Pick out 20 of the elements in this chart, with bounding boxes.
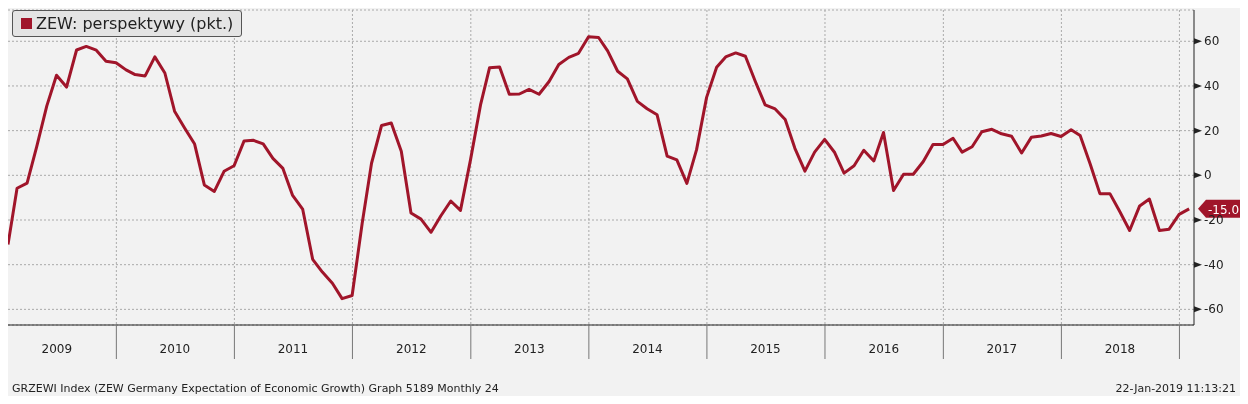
y-tick-label: 40 (1204, 78, 1220, 93)
y-tick-label: 60 (1204, 34, 1220, 49)
x-tick-label: 2015 (750, 342, 781, 356)
x-tick-label: 2016 (868, 342, 900, 356)
x-tick-label: 2018 (1104, 342, 1136, 356)
text: GRZEWI Index (ZEW Germany Expectation of Economic Growth) Graph 5189 Monthly 24 (12, 382, 499, 396)
legend-label: ZEW: perspektywy (pkt.) (36, 14, 234, 33)
x-tick-label: 2010 (159, 342, 191, 356)
y-tick-label: 20 (1204, 123, 1220, 138)
text: 22-Jan-2019 11:13:21 (1115, 382, 1236, 396)
x-tick-label: 2012 (396, 342, 427, 356)
x-tick-label: 2014 (632, 342, 663, 356)
x-tick-label: 2009 (41, 342, 73, 356)
x-tick-label: 2013 (514, 342, 545, 356)
y-tick-label: -40 (1204, 257, 1224, 272)
x-tick-label: 2011 (277, 342, 309, 356)
y-tick-label: -60 (1204, 302, 1224, 317)
x-tick-label: 2017 (986, 342, 1018, 356)
y-tick-label: 0 (1204, 168, 1212, 183)
line-series (8, 35, 1191, 301)
